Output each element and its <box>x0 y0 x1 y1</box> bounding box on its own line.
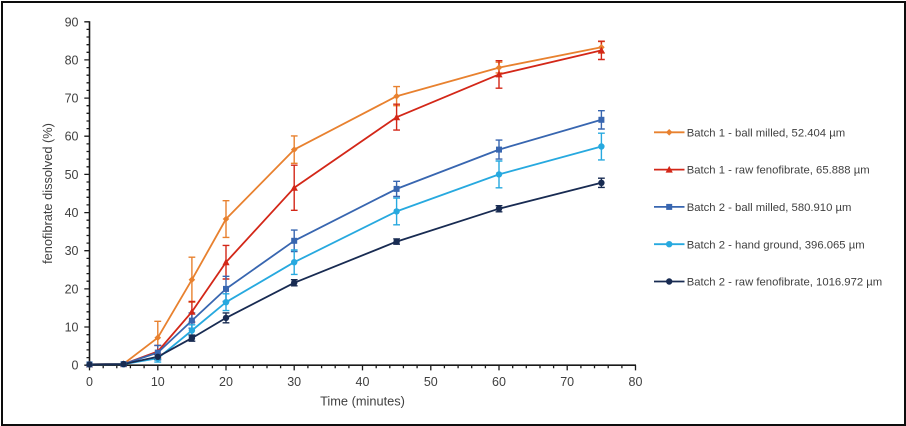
svg-text:20: 20 <box>65 282 79 296</box>
svg-text:Batch 1 - ball milled, 52.404: Batch 1 - ball milled, 52.404 µm <box>687 127 845 139</box>
svg-text:50: 50 <box>65 168 79 182</box>
svg-text:80: 80 <box>65 53 79 67</box>
svg-text:Batch 1 - raw fenofibrate, 65.: Batch 1 - raw fenofibrate, 65.888 µm <box>687 165 870 177</box>
svg-text:10: 10 <box>65 321 79 335</box>
svg-text:60: 60 <box>492 375 506 389</box>
svg-text:0: 0 <box>72 359 79 373</box>
svg-text:30: 30 <box>65 244 79 258</box>
svg-text:60: 60 <box>65 130 79 144</box>
svg-text:40: 40 <box>356 375 370 389</box>
svg-text:30: 30 <box>287 375 301 389</box>
svg-text:Batch 2 - hand ground, 396.065: Batch 2 - hand ground, 396.065 µm <box>687 239 865 251</box>
svg-text:20: 20 <box>219 375 233 389</box>
svg-text:Batch 2 - ball milled, 580.910: Batch 2 - ball milled, 580.910 µm <box>687 202 852 214</box>
svg-text:70: 70 <box>65 92 79 106</box>
svg-text:Time (minutes): Time (minutes) <box>320 393 405 408</box>
svg-text:90: 90 <box>65 15 79 29</box>
svg-text:0: 0 <box>86 375 93 389</box>
svg-text:80: 80 <box>629 375 643 389</box>
svg-text:40: 40 <box>65 206 79 220</box>
svg-text:10: 10 <box>151 375 165 389</box>
svg-text:fenofibrate dissolved (%): fenofibrate dissolved (%) <box>40 123 55 264</box>
svg-text:70: 70 <box>560 375 574 389</box>
svg-text:Batch 2 - raw fenofibrate, 101: Batch 2 - raw fenofibrate, 1016.972 µm <box>687 277 883 289</box>
svg-text:50: 50 <box>424 375 438 389</box>
